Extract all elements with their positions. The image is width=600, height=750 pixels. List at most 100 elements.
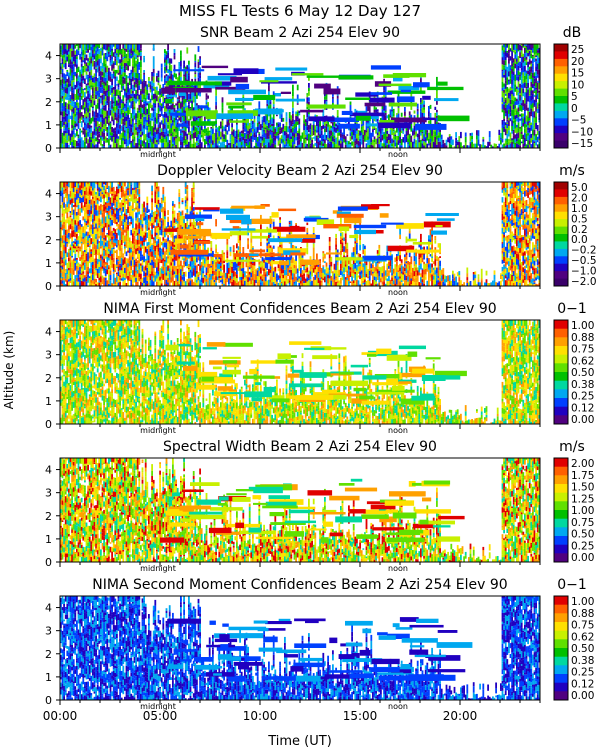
data-cell	[335, 137, 337, 144]
data-cell	[503, 118, 505, 122]
data-cell	[88, 87, 91, 94]
data-cell	[140, 119, 142, 122]
data-cell	[536, 144, 539, 148]
data-cell	[98, 44, 101, 49]
data-cell	[119, 47, 121, 54]
data-cell	[84, 122, 86, 126]
data-cell	[508, 88, 510, 93]
data-cell	[484, 145, 486, 148]
data-cell	[72, 264, 75, 270]
data-cell	[72, 87, 75, 94]
data-cell	[61, 208, 64, 214]
data-cell	[248, 138, 251, 142]
data-cell	[332, 98, 334, 103]
data-cell	[220, 127, 222, 129]
data-cell	[140, 100, 142, 106]
data-cell	[519, 87, 521, 94]
data-cell	[82, 72, 85, 76]
data-cell	[98, 196, 101, 200]
data-cell	[140, 56, 142, 61]
data-cell	[341, 137, 344, 142]
data-cell	[370, 144, 373, 148]
data-cell	[256, 137, 259, 142]
data-cell	[85, 235, 88, 239]
data-cell	[77, 114, 80, 121]
data-cell	[122, 277, 125, 282]
data-cell	[517, 65, 520, 71]
data-cell	[525, 133, 528, 140]
data-cell	[268, 105, 270, 107]
data-cell	[69, 80, 72, 84]
data-cell	[520, 141, 523, 144]
data-cell	[104, 255, 107, 259]
data-cell	[124, 216, 126, 223]
data-cell	[504, 71, 507, 74]
data-cell	[77, 44, 80, 51]
data-cell	[124, 88, 126, 91]
data-cell	[263, 122, 265, 128]
data-cell	[197, 144, 200, 148]
data-cell	[92, 190, 94, 194]
data-cell	[98, 273, 101, 278]
data-cell	[525, 52, 528, 57]
data-cell	[186, 92, 189, 95]
data-cell	[74, 226, 77, 233]
data-cell	[420, 78, 422, 85]
data-cell	[119, 281, 121, 286]
data-cell	[538, 98, 540, 104]
data-cell	[189, 143, 192, 148]
data-cell	[284, 144, 286, 148]
data-cell	[95, 282, 97, 284]
data-cell	[503, 70, 505, 74]
data-cell	[114, 250, 117, 253]
data-cell	[98, 252, 101, 256]
data-cell	[128, 213, 131, 216]
data-cell	[197, 72, 200, 78]
data-cell	[266, 114, 269, 121]
data-cell	[63, 137, 65, 142]
data-cell	[133, 123, 136, 126]
data-cell	[104, 189, 107, 192]
data-cell	[128, 73, 131, 79]
data-cell	[511, 141, 513, 148]
data-cell	[279, 137, 281, 144]
data-cell	[370, 138, 373, 143]
data-cell	[104, 193, 107, 198]
data-cell	[253, 122, 256, 129]
data-cell	[71, 225, 73, 231]
data-cell	[516, 64, 518, 71]
data-cell	[188, 108, 190, 110]
data-cell	[306, 103, 309, 107]
data-cell	[138, 138, 141, 145]
data-cell	[80, 230, 83, 237]
data-cell	[391, 132, 393, 135]
data-cell	[68, 51, 70, 55]
data-cell	[98, 66, 101, 72]
data-cell	[421, 103, 424, 108]
data-cell	[512, 86, 515, 93]
data-cell	[87, 139, 89, 144]
data-cell	[292, 107, 294, 111]
data-cell	[288, 125, 291, 129]
data-cell	[436, 96, 438, 100]
data-cell	[165, 98, 173, 104]
data-cell	[522, 134, 525, 140]
data-cell	[122, 205, 125, 207]
data-cell	[266, 143, 269, 148]
data-cell	[413, 121, 416, 126]
data-cell	[125, 188, 128, 193]
data-cell	[66, 78, 69, 83]
data-cell	[164, 49, 166, 54]
data-cell	[130, 194, 133, 198]
data-cell	[124, 111, 126, 117]
data-cell	[149, 134, 152, 137]
data-cell	[124, 202, 126, 208]
data-cell	[144, 114, 147, 117]
data-cell	[76, 265, 78, 270]
data-cell	[93, 276, 96, 279]
data-cell	[88, 57, 91, 61]
data-cell	[127, 268, 129, 272]
data-cell	[106, 138, 109, 140]
data-cell	[186, 107, 189, 111]
data-cell	[176, 110, 179, 113]
